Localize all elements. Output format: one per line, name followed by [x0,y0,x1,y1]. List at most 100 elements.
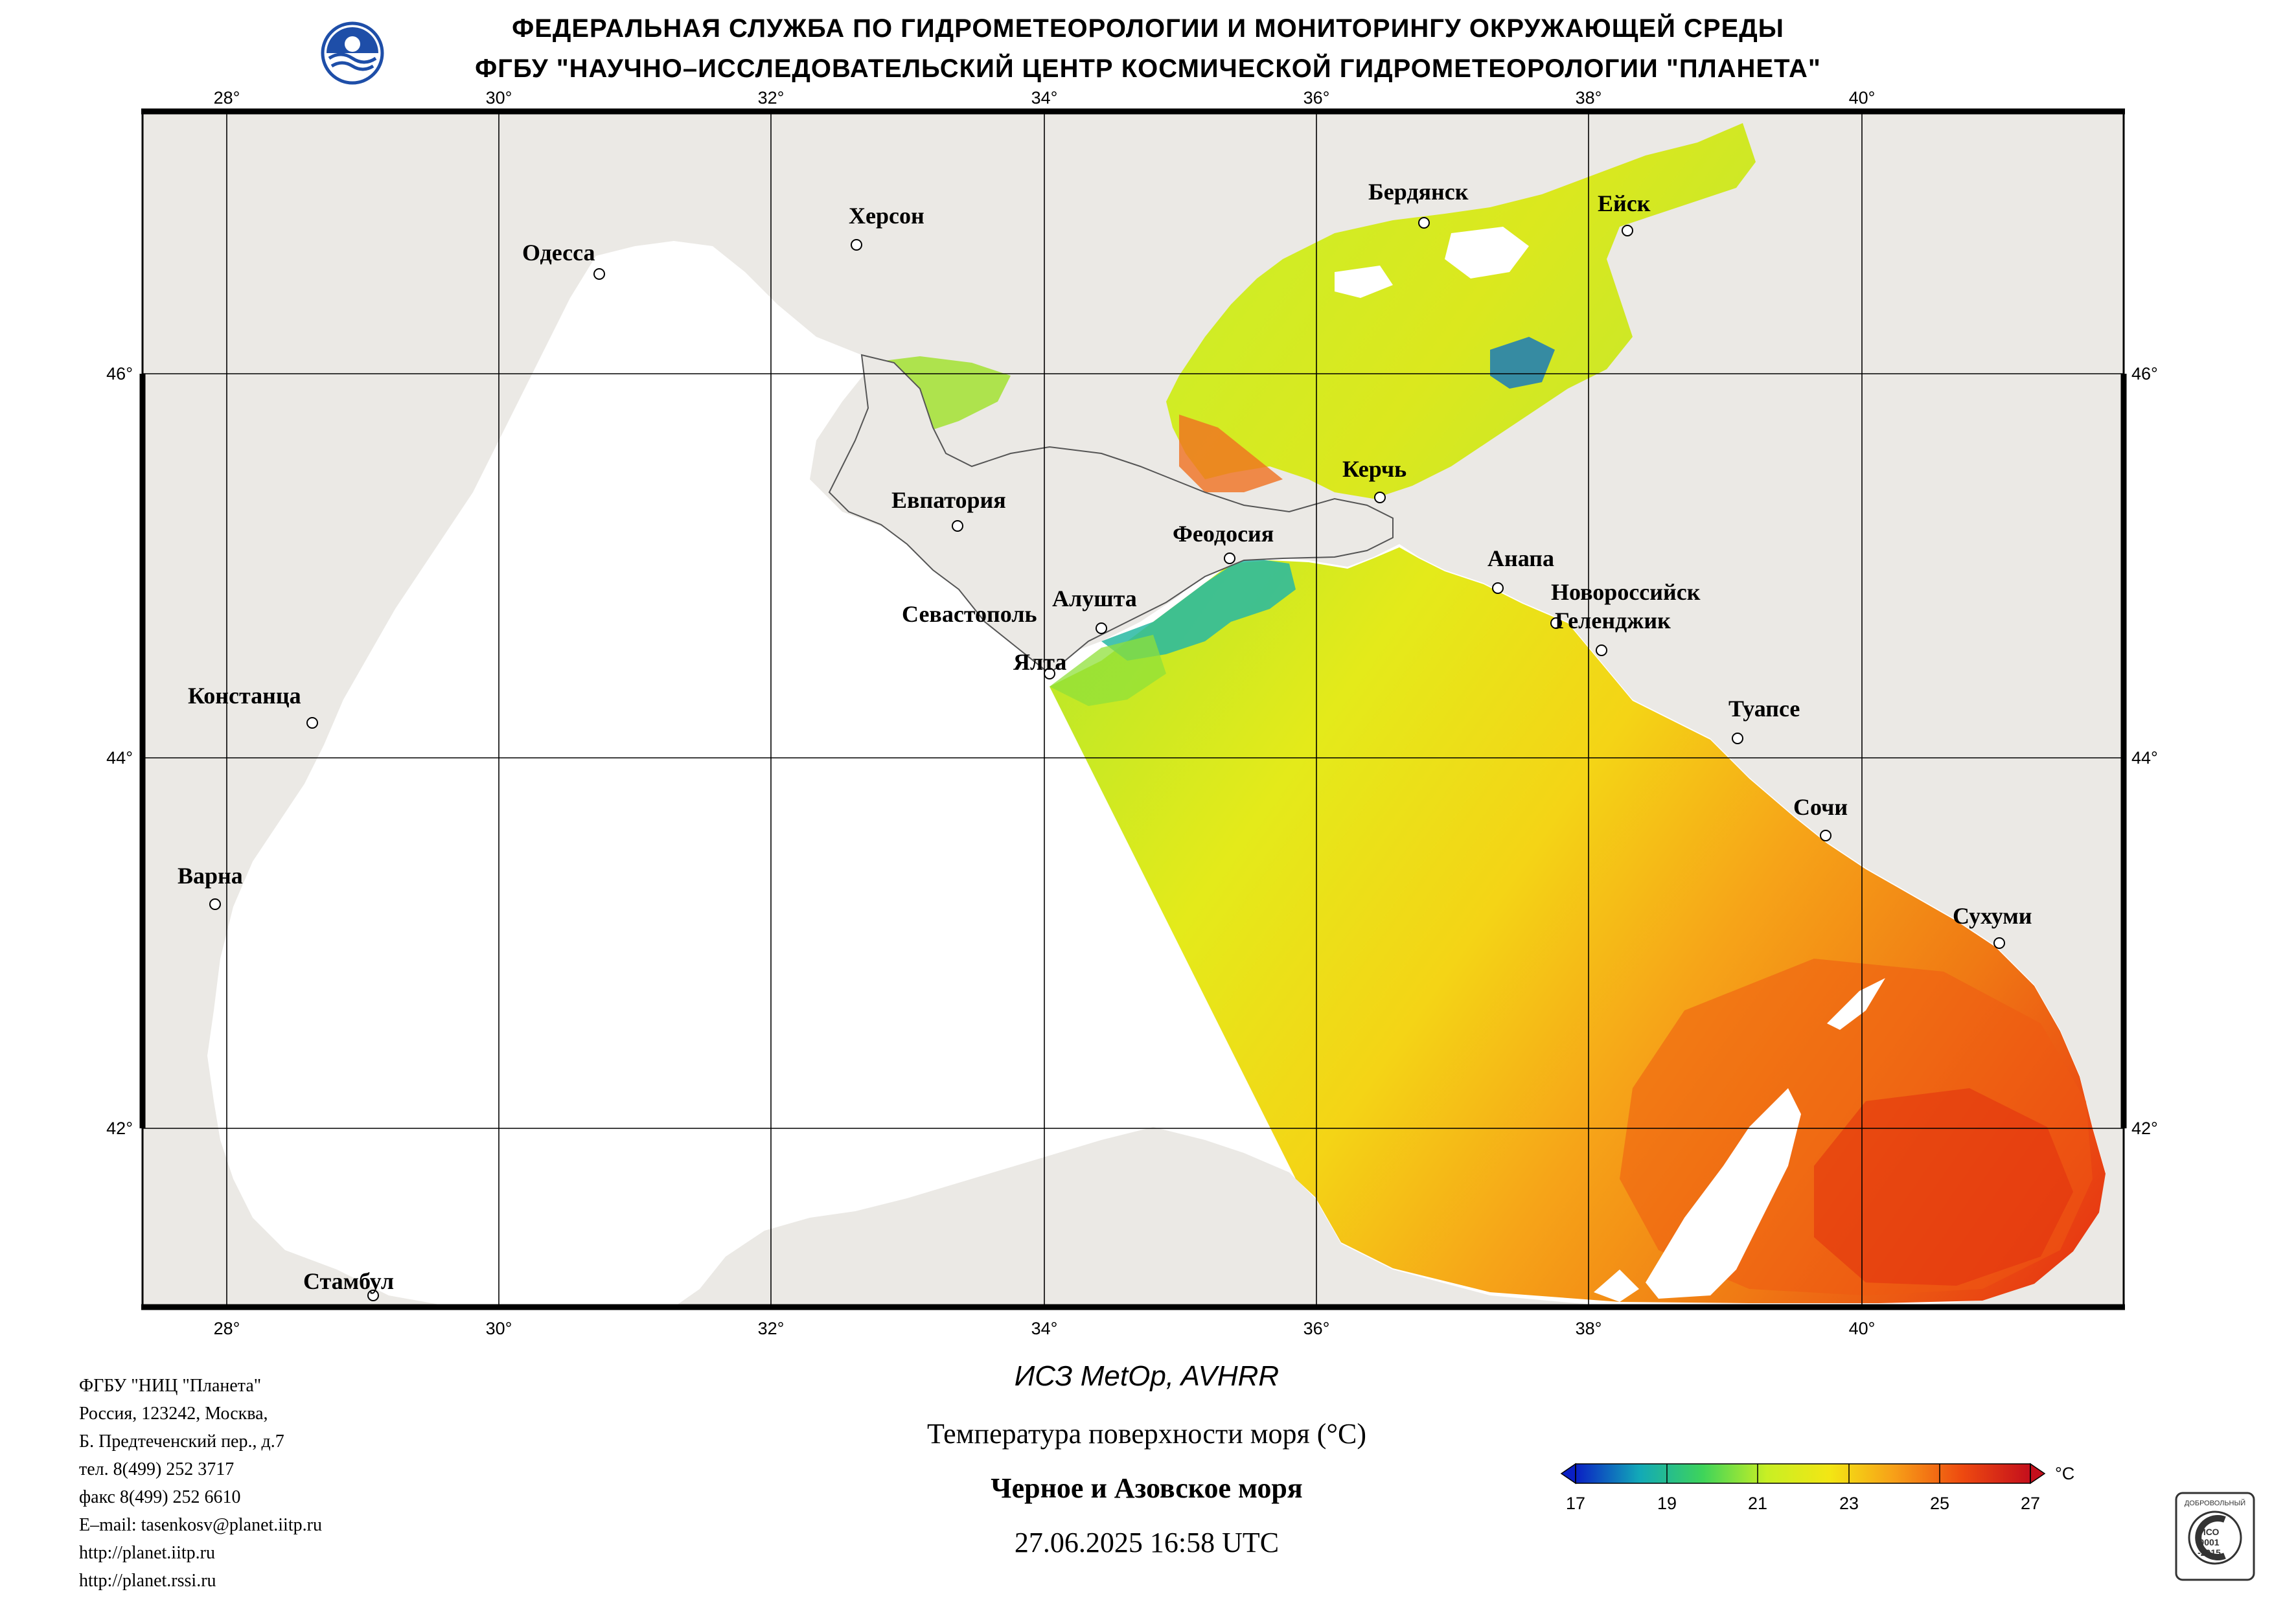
city-marker [1374,492,1386,503]
city-label-alushta: Алушта [1052,586,1137,611]
org-website-link[interactable]: http://planet.iitp.ru [79,1543,215,1563]
city-label-varna: Варна [178,863,243,889]
cloud-gap [1594,1270,1639,1302]
longitude-ticks-bottom: 28° 30° 32° 34° 36° 38° 40° [214,1319,1876,1338]
city-label-berdyansk: Бердянск [1368,179,1469,205]
city-label-constanta: Констанца [188,683,301,709]
lon-tick-bottom: 34° [1031,1319,1058,1338]
city-marker [1096,622,1107,634]
lon-tick-top: 32° [758,88,785,108]
city-marker [593,268,605,280]
satellite-sensor: ИСЗ MetOp, AVHRR [1014,1360,1280,1392]
city-marker [1550,617,1562,629]
legend-unit: °C [2055,1464,2074,1483]
product-title: Температура поверхности моря (°C) [926,1418,1367,1450]
lon-tick-bottom: 30° [486,1319,512,1338]
lon-tick-bottom: 36° [1303,1319,1330,1338]
city-marker [1596,644,1607,656]
city-label-yalta: Ялта [1013,649,1066,675]
roshydromet-logo-icon [321,21,384,85]
graticule [143,111,2124,1307]
city-label-sevastopol: Севастополь [902,601,1037,627]
iso-stamp-line: 9001 [2199,1537,2219,1547]
crimea-land [828,354,1394,675]
city-label-gelendzhik: Геленджик [1555,608,1671,633]
city-marker [1224,553,1235,564]
latitude-ticks-right: 46° 44° 42° [2131,364,2158,1138]
city-label-istanbul: Стамбул [303,1268,394,1294]
lon-tick-top: 36° [1303,88,1330,108]
city-marker [952,520,963,532]
city-label-sochi: Сочи [1793,794,1848,820]
legend-arrow-low [1560,1463,1576,1485]
cool-patch [1101,557,1296,661]
org-line: тел. 8(499) 252 3717 [79,1459,235,1479]
city-marker [1820,830,1831,841]
city-label-anapa: Анапа [1487,545,1554,571]
azov-cold [1490,337,1555,389]
observation-datetime: 27.06.2025 16:58 UTC [1014,1527,1280,1558]
iso-stamp-line: ДОБРОВОЛЬНЫЙ [2185,1499,2245,1507]
azov-warm-edge [1179,415,1283,492]
org-line: ФГБУ "НИЦ "Планета" [79,1376,262,1396]
legend-tick: 21 [1748,1494,1767,1513]
lat-tick-left: 44° [106,748,133,768]
org-website-link[interactable]: http://planet.rssi.ru [79,1571,216,1591]
lon-tick-top: 30° [486,88,512,108]
legend-arrow-high [2030,1463,2046,1485]
lon-tick-top: 40° [1849,88,1876,108]
lon-tick-bottom: 40° [1849,1319,1876,1338]
sea-of-azov-water [1166,123,1756,499]
city-label-kherson: Херсон [849,203,924,229]
lon-tick-bottom: 38° [1576,1319,1602,1338]
azov-cloud [1445,227,1529,279]
city-labels: Одесса Херсон Бердянск Ейск Евпатория Ке… [178,179,2032,1294]
lon-tick-top: 38° [1576,88,1602,108]
city-label-yevpatoria: Евпатория [891,487,1006,513]
city-label-novorossiysk: Новороссийск [1551,579,1701,605]
frame-thick-edges [139,108,2127,1310]
lat-tick-right: 44° [2131,748,2158,768]
city-marker [1492,582,1504,594]
cool-patch-2 [1050,635,1166,706]
org-line: Б. Предтеченский пер., д.7 [79,1431,284,1452]
city-marker [306,717,318,729]
city-marker [1044,668,1055,679]
city-markers [209,217,2005,1301]
city-label-odessa: Одесса [522,240,595,266]
legend-bar [1575,1463,2031,1484]
iso-stamp-line: ИСО [2199,1527,2220,1537]
city-marker [367,1290,379,1301]
org-line: факс 8(499) 252 6610 [79,1487,241,1507]
lat-tick-left: 42° [106,1119,133,1138]
organization-info: ФГБУ "НИЦ "Планета" Россия, 123242, Моск… [79,1372,322,1595]
city-label-sukhumi: Сухуми [1953,903,2032,929]
city-label-yeysk: Ейск [1598,190,1651,216]
org-line: Россия, 123242, Москва, [79,1404,268,1424]
city-marker [1622,225,1633,236]
legend-tick: 25 [1930,1494,1949,1513]
azov-cloud [1335,266,1393,298]
legend-tick: 17 [1566,1494,1585,1513]
lat-tick-right: 42° [2131,1119,2158,1138]
longitude-ticks-top: 28° 30° 32° 34° 36° 38° 40° [214,88,1876,108]
header-line-2: ФГБУ "НАУЧНО–ИССЛЕДОВАТЕЛЬСКИЙ ЦЕНТР КОС… [475,54,1821,83]
legend-tick: 23 [1839,1494,1859,1513]
region-title: Черное и Азовское моря [991,1472,1303,1504]
lon-tick-top: 34° [1031,88,1058,108]
city-marker [1418,217,1430,229]
iso-stamp-line: -2015 [2198,1547,2221,1558]
city-marker [209,898,221,910]
legend-tick: 19 [1657,1494,1677,1513]
city-label-feodosia: Феодосия [1173,521,1274,547]
header-line-1: ФЕДЕРАЛЬНАЯ СЛУЖБА ПО ГИДРОМЕТЕОРОЛОГИИ … [512,14,1784,43]
cloud-gap [1827,978,1885,1030]
org-email[interactable]: E–mail: tasenkosv@planet.iitp.ru [79,1515,322,1535]
city-label-tuapse: Туапсе [1728,696,1800,722]
city-marker [1993,937,2005,949]
lon-tick-bottom: 32° [758,1319,785,1338]
lat-tick-right: 46° [2131,364,2158,383]
lon-tick-bottom: 28° [214,1319,240,1338]
legend-tick: 27 [2021,1494,2040,1513]
lon-tick-top: 28° [214,88,240,108]
